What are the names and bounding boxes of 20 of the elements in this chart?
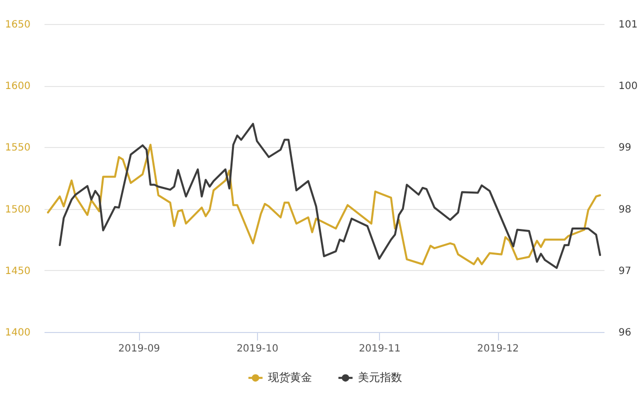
y-tick-label: 1600 bbox=[5, 81, 30, 92]
x-tick-label: 2019-12 bbox=[477, 344, 519, 354]
y2-tick-label: 98 bbox=[618, 204, 632, 216]
y-tick-label: 1400 bbox=[5, 328, 30, 338]
y-tick-label: 1450 bbox=[5, 266, 30, 277]
y2-tick-label: 96 bbox=[618, 328, 632, 338]
line-series bbox=[46, 144, 602, 266]
x-tick-label: 2019-10 bbox=[236, 344, 278, 354]
y2-tick-label: 101 bbox=[618, 20, 638, 30]
y2-tick-label: 99 bbox=[618, 142, 632, 154]
line-series bbox=[58, 122, 602, 269]
legend-label: 现货黄金 bbox=[268, 370, 312, 384]
y2-tick-label: 97 bbox=[618, 266, 632, 277]
y-tick-label: 1650 bbox=[5, 20, 30, 30]
legend-label: 美元指数 bbox=[358, 370, 402, 384]
y-tick-label: 1500 bbox=[5, 204, 30, 216]
x-tick-label: 2019-11 bbox=[358, 344, 401, 354]
y2-tick-label: 100 bbox=[618, 81, 638, 92]
x-tick-label: 2019-09 bbox=[118, 344, 160, 354]
y-tick-label: 1550 bbox=[5, 142, 30, 154]
